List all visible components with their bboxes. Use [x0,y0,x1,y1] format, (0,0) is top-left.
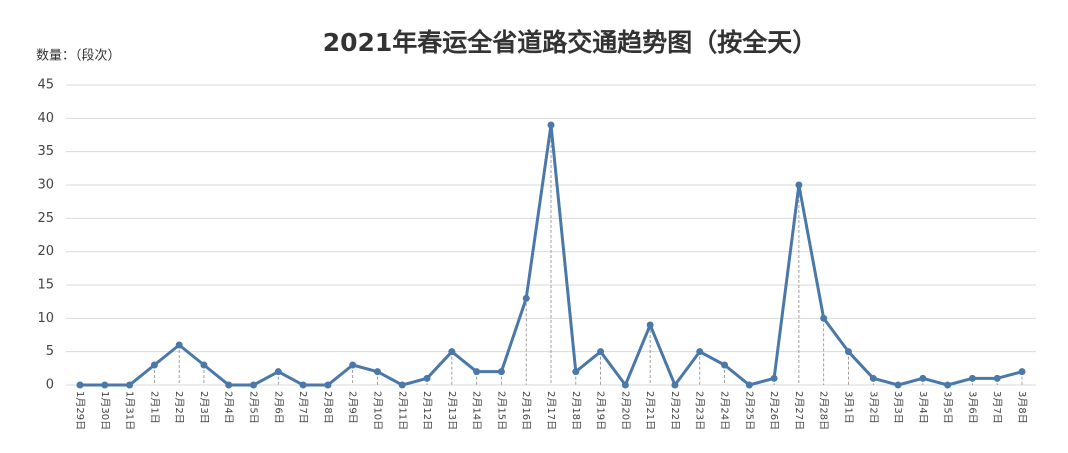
data-point [770,374,778,382]
data-point [274,368,282,376]
data-point [448,348,456,356]
x-tick-label: 2月19日 [595,391,607,430]
x-tick-label: 2月6日 [272,391,284,424]
data-point [721,361,729,369]
data-point [547,121,555,129]
data-point [473,368,481,376]
data-point [324,381,332,389]
data-point [1018,368,1026,376]
data-point [497,368,505,376]
x-tick-label: 2月25日 [743,391,755,430]
y-tick-label: 45 [37,78,54,93]
y-tick-label: 5 [46,344,54,359]
x-tick-label: 2月23日 [694,391,706,430]
y-tick-label: 10 [37,311,54,326]
x-tick-label: 1月31日 [124,391,136,430]
data-point [894,381,902,389]
data-point [597,348,605,356]
x-tick-label: 2月10日 [371,391,383,430]
x-tick-label: 2月26日 [768,391,780,430]
y-tick-label: 15 [37,278,54,293]
data-point [200,361,208,369]
data-point [968,374,976,382]
x-tick-label: 2月20日 [619,391,631,430]
x-tick-label: 1月30日 [99,391,111,430]
x-tick-label: 2月9日 [347,391,359,424]
x-tick-label: 2月11日 [396,391,408,430]
x-tick-label: 3月7日 [991,391,1003,424]
data-point [299,381,307,389]
x-tick-label: 3月5日 [942,391,954,424]
x-tick-label: 3月3日 [892,391,904,424]
data-point [671,381,679,389]
data-point [919,374,927,382]
data-point [522,294,530,302]
x-tick-label: 2月21日 [644,391,656,430]
x-tick-label: 3月4日 [917,391,929,424]
y-tick-label: 0 [46,378,54,393]
x-tick-label: 2月12日 [421,391,433,430]
x-tick-label: 2月8日 [322,391,334,424]
data-point [869,374,877,382]
data-point [76,381,84,389]
data-point [745,381,753,389]
x-tick-label: 3月8日 [1016,391,1028,424]
x-tick-label: 1月29日 [74,391,86,430]
data-point [250,381,258,389]
x-tick-label: 2月3日 [198,391,210,424]
x-tick-label: 2月2日 [173,391,185,424]
data-point [225,381,233,389]
y-tick-label: 25 [37,211,54,226]
x-tick-label: 2月14日 [471,391,483,430]
chart-title: 2021年春运全省道路交通趋势图（按全天） [323,28,818,57]
data-point [101,381,109,389]
data-point [944,381,952,389]
x-tick-label: 2月28日 [818,391,830,430]
x-tick-label: 2月17日 [545,391,557,430]
data-point [126,381,134,389]
x-tick-label: 2月24日 [719,391,731,430]
data-point [795,181,803,189]
x-tick-label: 2月16日 [520,391,532,430]
data-point [175,341,183,349]
y-tick-label: 30 [37,178,54,193]
x-tick-label: 2月22日 [669,391,681,430]
data-point [844,348,852,356]
x-tick-label: 2月4日 [223,391,235,424]
data-point [349,361,357,369]
data-point [820,314,828,322]
y-axis-label: 数量：（段次） [36,48,121,64]
data-point [373,368,381,376]
data-point [621,381,629,389]
data-point [572,368,580,376]
x-tick-label: 2月18日 [570,391,582,430]
x-tick-label: 3月6日 [966,391,978,424]
data-point [423,374,431,382]
data-point [696,348,704,356]
x-tick-label: 2月15日 [495,391,507,430]
x-tick-label: 2月5日 [248,391,260,424]
y-tick-label: 40 [37,111,54,126]
y-tick-label: 20 [37,244,54,259]
data-point [646,321,654,329]
y-tick-label: 35 [37,144,54,159]
data-point [150,361,158,369]
x-tick-label: 2月1日 [148,391,160,424]
x-tick-label: 2月27日 [793,391,805,430]
x-tick-label: 2月7日 [297,391,309,424]
x-tick-label: 3月2日 [867,391,879,424]
data-point [993,374,1001,382]
x-tick-label: 2月13日 [446,391,458,430]
x-tick-label: 3月1日 [842,391,854,424]
data-point [398,381,406,389]
